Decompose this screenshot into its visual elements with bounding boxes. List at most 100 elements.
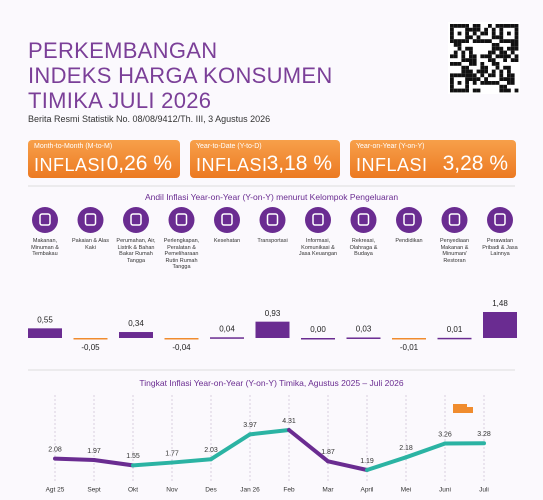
qr-cell <box>465 24 469 28</box>
qr-cell <box>469 58 473 62</box>
qr-cell <box>499 46 504 51</box>
qr-cell <box>491 43 496 47</box>
qr-cell <box>469 69 473 74</box>
qr-cell <box>469 62 473 66</box>
inflation-card: Year-on-Year (Y-on-Y) INFLASI 3,28 % <box>350 140 516 178</box>
qr-cell <box>472 58 477 62</box>
qr-cell <box>450 24 454 28</box>
value-label: 3.28 <box>477 431 491 438</box>
icon-glyph <box>312 213 324 226</box>
card-name: INFLASI <box>34 155 106 175</box>
category-icon <box>77 207 104 233</box>
icon-glyph <box>403 213 415 226</box>
icon-glyph <box>130 213 142 226</box>
qr-cell <box>457 31 462 36</box>
qr-cell <box>510 39 515 43</box>
qr-cell <box>495 62 500 66</box>
qr-cell <box>472 62 477 66</box>
qr-cell <box>491 27 496 32</box>
value-label: 1.97 <box>87 448 101 455</box>
qr-cell <box>499 50 504 55</box>
x-tick-label: Agt 25 <box>46 487 65 494</box>
qr-cell <box>465 69 469 74</box>
qr-cell <box>461 65 466 70</box>
x-tick-label: Mei <box>401 487 411 494</box>
qr-cell <box>465 81 469 85</box>
qr-cell <box>461 73 466 78</box>
qr-cell <box>499 35 504 40</box>
icon-glyph <box>448 213 461 226</box>
qr-cell <box>499 54 504 59</box>
bar <box>28 328 62 338</box>
qr-cell <box>453 24 458 28</box>
qr-cell <box>495 81 500 85</box>
value-label: 2.03 <box>204 447 218 454</box>
x-tick-label: April <box>360 487 374 494</box>
qr-cell <box>450 81 454 85</box>
qr-cell <box>503 77 507 81</box>
value-label: 1.19 <box>360 458 374 465</box>
truck-icon <box>453 404 467 413</box>
bar <box>255 321 290 338</box>
qr-cell <box>488 81 492 85</box>
category-label: Pendidikan <box>395 238 423 244</box>
qr-cell <box>453 50 458 55</box>
truck-cab <box>467 407 473 413</box>
line-segment <box>287 428 330 464</box>
value-label: 0,03 <box>356 325 372 334</box>
card-label: Year-to-Date (Y-to-D) <box>196 143 262 150</box>
qr-cell <box>450 73 454 78</box>
qr-cell <box>491 81 496 85</box>
bar <box>301 338 335 340</box>
qr-cell <box>514 24 519 28</box>
qr-cell <box>469 27 473 32</box>
line-segment <box>404 441 447 460</box>
qr-cell <box>457 39 462 43</box>
qr-cell <box>510 77 515 81</box>
qr-cell <box>469 35 473 40</box>
x-tick-label: Okt <box>128 487 138 494</box>
line-segment <box>92 458 135 468</box>
qr-cell <box>491 31 496 36</box>
qr-cell <box>450 88 454 93</box>
value-label: 1.77 <box>165 450 179 457</box>
icon-glyph <box>221 213 233 226</box>
qr-cell <box>507 39 511 43</box>
qr-cell <box>461 39 466 43</box>
bar <box>392 338 426 340</box>
qr-cell <box>491 73 496 78</box>
qr-cell <box>469 77 473 81</box>
qr-cell <box>465 39 469 43</box>
qr-cell <box>484 54 488 59</box>
qr-cell <box>499 27 504 32</box>
qr-cell <box>491 46 496 51</box>
qr-cell <box>465 58 469 62</box>
qr-cell <box>461 88 466 93</box>
qr-cell <box>495 24 500 28</box>
qr-cell <box>499 31 504 36</box>
qr-cell <box>472 77 477 81</box>
qr-cell <box>499 69 504 74</box>
qr-cell <box>507 46 511 51</box>
qr-cell <box>514 54 519 59</box>
bar <box>119 332 153 338</box>
qr-cell <box>480 31 485 36</box>
category-label: Perlengkapan, Peralatan & Pemeliharaan R… <box>163 238 200 270</box>
qr-cell <box>514 46 519 51</box>
qr-cell <box>484 77 488 81</box>
qr-cell <box>503 88 507 93</box>
category-icon <box>259 207 286 233</box>
qr-cell <box>484 27 488 32</box>
qr-cell <box>484 31 488 36</box>
qr-cell <box>491 69 496 74</box>
qr-cell <box>461 54 466 59</box>
value-label: 0,04 <box>219 324 235 333</box>
line-segment <box>170 457 213 465</box>
qr-cell <box>461 69 466 74</box>
qr-cell <box>457 46 462 51</box>
line-segment <box>248 428 291 437</box>
qr-cell <box>488 24 492 28</box>
qr-cell <box>469 50 473 55</box>
qr-cell <box>488 39 492 43</box>
